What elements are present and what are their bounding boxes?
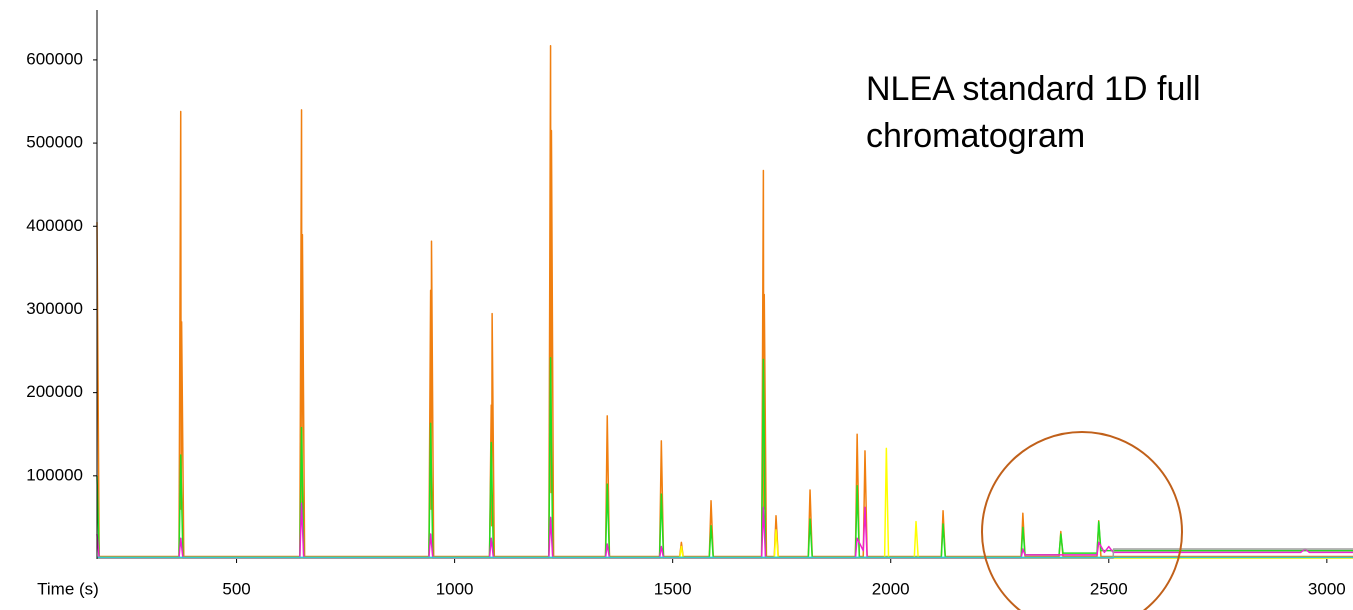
x-axis-label: Time (s) — [37, 579, 99, 598]
y-tick-label: 100000 — [26, 465, 83, 484]
y-tick-label: 600000 — [26, 49, 83, 68]
y-tick-label: 500000 — [26, 133, 83, 152]
x-tick-label: 3000 — [1308, 579, 1346, 598]
annotation: NLEA standard 1D full chromatogram — [866, 70, 1201, 155]
x-tick-label: 2500 — [1090, 579, 1128, 598]
y-tick-label: 400000 — [26, 216, 83, 235]
y-tick-label: 300000 — [26, 299, 83, 318]
highlight-circle — [981, 431, 1183, 610]
x-tick-label: 500 — [222, 579, 250, 598]
series-line — [97, 447, 1353, 559]
x-tick-label: 1500 — [654, 579, 692, 598]
x-tick-label: 1000 — [436, 579, 474, 598]
x-tick-label: 2000 — [872, 579, 910, 598]
series-line — [97, 548, 1353, 559]
series-line — [96, 356, 1353, 559]
y-tick-label: 200000 — [26, 382, 83, 401]
